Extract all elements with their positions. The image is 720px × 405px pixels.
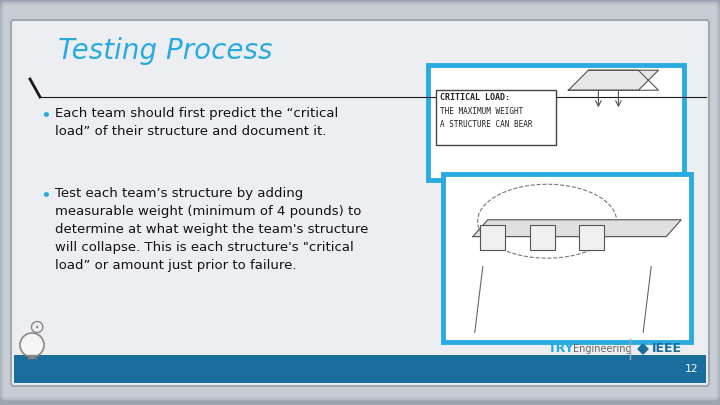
Bar xyxy=(443,174,691,342)
Text: Test each team’s structure by adding
measurable weight (minimum of 4 pounds) to
: Test each team’s structure by adding mea… xyxy=(55,187,369,272)
Circle shape xyxy=(20,333,44,357)
Bar xyxy=(436,90,557,145)
Text: Each team should first predict the “critical
load” of their structure and docume: Each team should first predict the “crit… xyxy=(55,107,338,138)
Bar xyxy=(530,224,554,250)
Bar xyxy=(580,224,604,250)
Text: •: • xyxy=(40,187,50,205)
Text: A STRUCTURE CAN BEAR: A STRUCTURE CAN BEAR xyxy=(441,120,533,129)
Text: Engineering: Engineering xyxy=(573,344,631,354)
FancyBboxPatch shape xyxy=(2,3,718,399)
Text: CRITICAL LOAD:: CRITICAL LOAD: xyxy=(441,93,510,102)
Text: •: • xyxy=(40,107,50,125)
Text: 12: 12 xyxy=(685,364,698,374)
Polygon shape xyxy=(473,220,681,237)
Bar xyxy=(14,355,706,383)
Bar xyxy=(480,224,505,250)
Bar xyxy=(428,65,684,180)
Text: ⊙: ⊙ xyxy=(28,318,45,337)
Text: Testing Process: Testing Process xyxy=(58,37,272,65)
Polygon shape xyxy=(568,70,658,90)
Bar xyxy=(14,23,706,95)
Text: IEEE: IEEE xyxy=(652,343,682,356)
Text: THE MAXIMUM WEIGHT: THE MAXIMUM WEIGHT xyxy=(441,107,523,116)
Text: TRY: TRY xyxy=(548,343,575,356)
Polygon shape xyxy=(638,344,648,354)
FancyBboxPatch shape xyxy=(11,20,709,386)
